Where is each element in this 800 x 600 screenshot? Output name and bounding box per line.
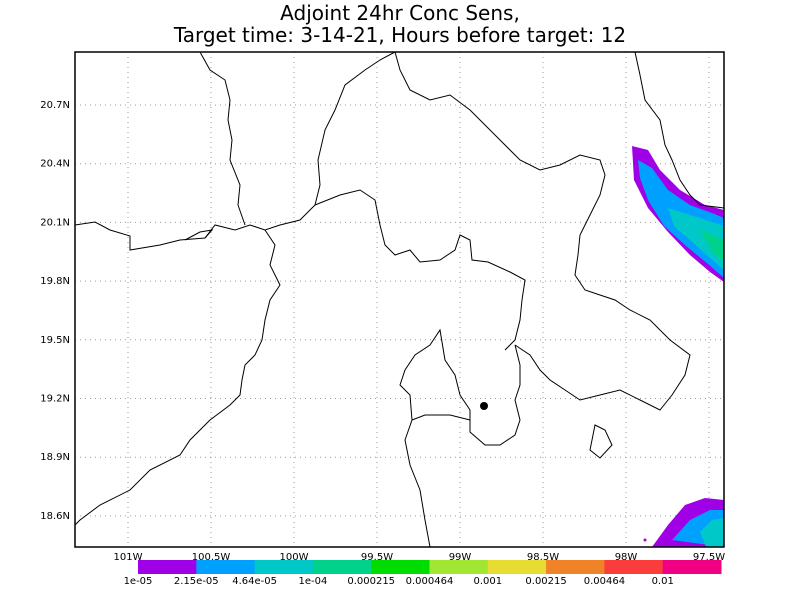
colorbar-swatch <box>604 560 664 574</box>
colorbar-swatch <box>196 560 256 574</box>
axis-labels: 20.7N 20.4N 20.1N 19.8N 19.5N 19.2N 18.9N 18.6N… <box>40 100 725 563</box>
colorbar-swatch <box>312 560 372 574</box>
map-frame <box>74 51 725 548</box>
grid <box>75 52 724 547</box>
plume <box>700 518 724 547</box>
lat-label: 18.9N <box>40 452 70 463</box>
lat-label: 19.8N <box>40 276 70 287</box>
plume-dot <box>643 538 647 542</box>
colorbar-label: 0.000464 <box>406 576 454 587</box>
title-line: Target time: 3-14-21, Hours before targe… <box>173 23 626 47</box>
colorbar-label: 0.00464 <box>584 576 625 587</box>
colorbar-label: 0.01 <box>652 576 674 587</box>
state-borders <box>74 51 725 548</box>
colorbar-label: 0.001 <box>473 576 502 587</box>
colorbar-label: 1e-05 <box>124 576 153 587</box>
colorbar-label: 4.64e-05 <box>232 576 277 587</box>
lat-label: 20.7N <box>40 100 70 111</box>
lon-label: 98.5W <box>527 552 559 563</box>
lon-label: 98W <box>615 552 638 563</box>
colorbar-label: 2.15e-05 <box>174 576 219 587</box>
lat-label: 18.6N <box>40 511 70 522</box>
colorbar-label: 1e-04 <box>298 576 327 587</box>
lat-label: 20.4N <box>40 159 70 170</box>
lat-label: 19.5N <box>40 335 70 346</box>
colorbar-swatch <box>429 560 489 574</box>
lon-label: 100W <box>280 552 309 563</box>
title-line: Adjoint 24hr Conc Sens, <box>280 1 520 25</box>
colorbar-swatch <box>546 560 605 574</box>
lat-label: 20.1N <box>40 217 70 228</box>
lon-label: 100.5W <box>192 552 231 563</box>
lon-label: 101W <box>114 552 143 563</box>
lat-label: 19.2N <box>40 394 70 405</box>
colorbar-label: 0.00215 <box>525 576 566 587</box>
colorbar-swatch <box>662 560 722 574</box>
colorbar: 1e-05 2.15e-05 4.64e-05 1e-04 0.000215 0.0004… <box>124 560 722 587</box>
sensitivity-field <box>632 146 724 547</box>
colorbar-swatch <box>371 560 430 574</box>
plume <box>668 208 724 270</box>
lon-label: 99W <box>449 552 472 563</box>
lon-label: 99.5W <box>361 552 393 563</box>
lon-label: 97.5W <box>693 552 725 563</box>
colorbar-swatch <box>487 560 547 574</box>
plume <box>700 230 724 262</box>
colorbar-swatch <box>254 560 314 574</box>
target-site <box>480 402 488 410</box>
colorbar-swatch <box>138 560 197 574</box>
colorbar-label: 0.000215 <box>347 576 395 587</box>
